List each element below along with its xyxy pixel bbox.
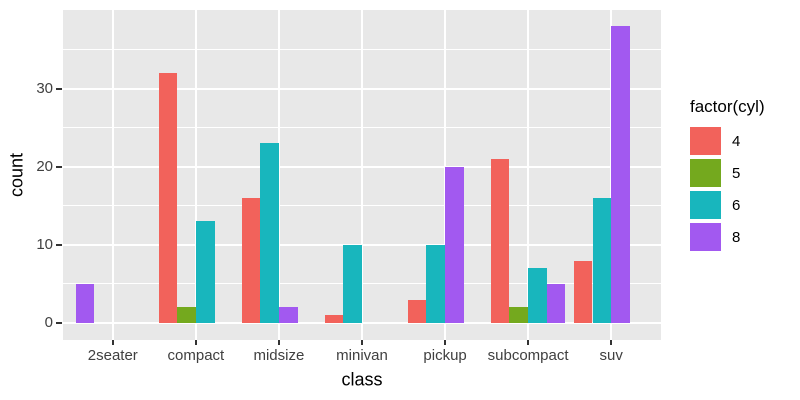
- gridline-major-x-compact: [194, 10, 197, 340]
- x-tick-label-minivan: minivan: [336, 347, 388, 364]
- bar-pickup-cyl6: [426, 244, 446, 323]
- legend-label-cyl6: 6: [732, 196, 741, 214]
- bar-pickup-cyl8: [445, 166, 464, 323]
- gridline-major-x-2seater: [111, 10, 114, 340]
- bar-compact-cyl6: [195, 221, 215, 323]
- y-tick-label-10: 10: [36, 235, 53, 253]
- bar-pickup-cyl4: [407, 299, 427, 323]
- legend-item-cyl4: 4: [690, 127, 765, 155]
- legend-title: factor(cyl): [690, 97, 765, 116]
- bar-subcompact-cyl5: [509, 307, 529, 323]
- legend-swatch-cyl6: [690, 191, 721, 219]
- legend: factor(cyl) 4 5 6 8: [690, 97, 765, 255]
- bar-midsize-cyl6: [260, 143, 279, 323]
- gridline-major-x-subcompact: [527, 10, 530, 340]
- y-tick-label-20: 20: [36, 157, 53, 175]
- y-tick-mark-20: [56, 165, 62, 168]
- legend-label-cyl8: 8: [732, 228, 741, 246]
- y-tick-mark-10: [56, 243, 62, 246]
- x-tick-label-compact: compact: [167, 347, 225, 364]
- legend-item-cyl5: 5: [690, 159, 765, 187]
- bar-minivan-cyl6: [343, 244, 362, 323]
- legend-label-cyl4: 4: [732, 132, 741, 150]
- x-tick-mark-2seater: [111, 340, 114, 345]
- x-tick-label-midsize: midsize: [253, 347, 305, 364]
- x-tick-mark-subcompact: [527, 340, 530, 345]
- bar-midsize-cyl8: [279, 307, 298, 323]
- x-tick-label-suv: suv: [599, 347, 623, 364]
- bar-minivan-cyl4: [324, 315, 344, 323]
- x-tick-label-subcompact: subcompact: [487, 347, 569, 364]
- bar-subcompact-cyl8: [546, 283, 566, 323]
- bar-suv-cyl4: [573, 260, 593, 323]
- y-tick-label-30: 30: [36, 79, 53, 97]
- bar-midsize-cyl4: [241, 197, 261, 323]
- gridline-major-x-minivan: [361, 10, 363, 340]
- plot-panel: [63, 10, 661, 340]
- y-tick-mark-30: [56, 87, 62, 90]
- bar-suv-cyl8: [611, 26, 630, 323]
- x-tick-mark-midsize: [277, 340, 280, 345]
- x-tick-label-2seater: 2seater: [87, 347, 138, 364]
- legend-swatch-cyl8: [690, 223, 721, 251]
- x-tick-mark-pickup: [444, 340, 447, 345]
- y-tick-mark-0: [56, 322, 62, 324]
- legend-swatch-cyl4: [690, 127, 721, 155]
- legend-item-cyl8: 8: [690, 223, 765, 251]
- x-tick-mark-suv: [610, 340, 613, 345]
- x-tick-mark-compact: [194, 340, 197, 345]
- legend-item-cyl6: 6: [690, 191, 765, 219]
- legend-label-cyl5: 5: [732, 164, 741, 182]
- bar-2seater-cyl8: [75, 283, 95, 323]
- bar-compact-cyl4: [158, 72, 178, 323]
- bar-subcompact-cyl4: [490, 158, 510, 323]
- legend-items: 4 5 6 8: [690, 127, 765, 251]
- x-axis-title: class: [341, 369, 383, 390]
- legend-swatch-cyl5: [690, 159, 721, 187]
- x-tick-label-pickup: pickup: [423, 347, 467, 364]
- x-tick-mark-minivan: [361, 340, 363, 345]
- y-tick-label-0: 0: [44, 314, 53, 331]
- bar-subcompact-cyl6: [528, 268, 547, 323]
- bar-suv-cyl6: [592, 197, 612, 323]
- bar-compact-cyl5: [177, 307, 196, 323]
